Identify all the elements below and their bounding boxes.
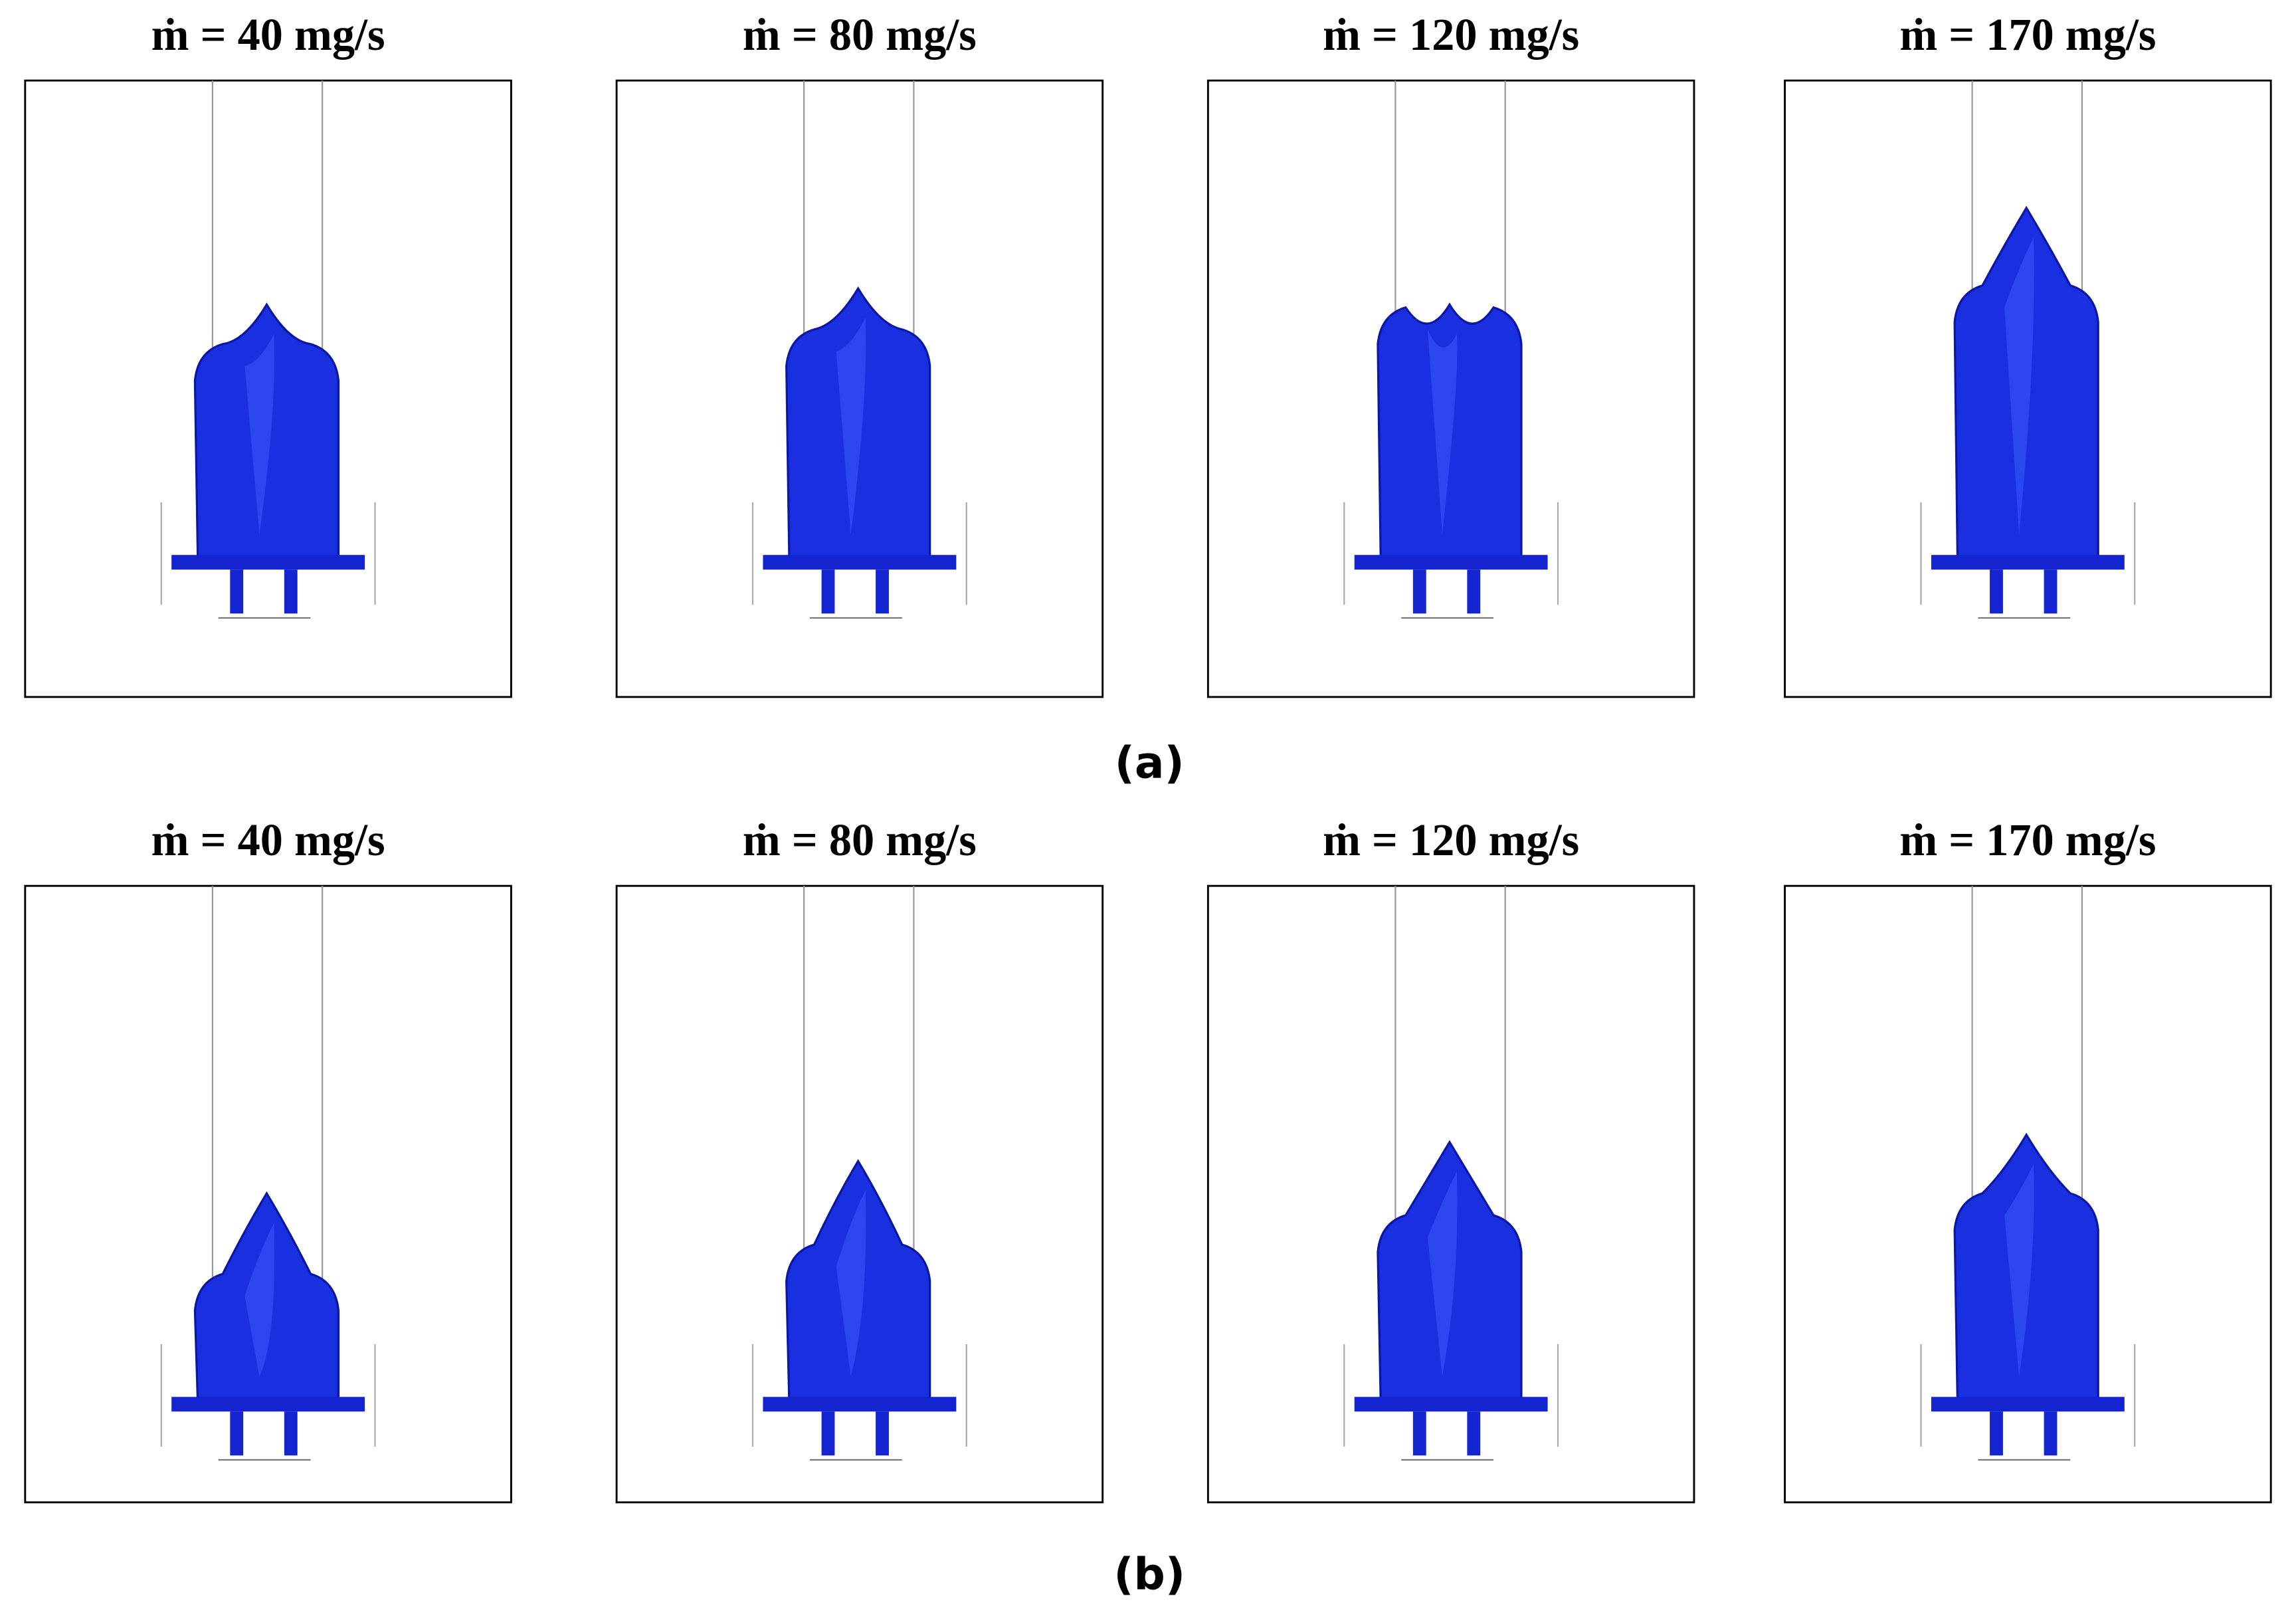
panel [24, 884, 512, 1504]
plume-highlight [836, 318, 866, 535]
base-plate [763, 555, 957, 570]
panel [1784, 79, 2272, 698]
panel-title: ṁ = 40 mg/s [151, 9, 385, 60]
leg [876, 569, 889, 614]
leg [2044, 569, 2057, 614]
base-plate [171, 555, 365, 570]
leg [1990, 569, 2003, 614]
panel-title: ṁ = 170 mg/s [1899, 815, 2156, 865]
row-label: (a) [1115, 738, 1185, 789]
base-plate [1354, 555, 1548, 570]
leg [1990, 1411, 2003, 1456]
panel [615, 884, 1104, 1504]
leg [876, 1411, 889, 1456]
plume-highlight [1427, 329, 1458, 535]
leg [821, 569, 835, 614]
leg [230, 1411, 244, 1456]
plume-highlight [2004, 237, 2034, 535]
leg [2044, 1411, 2057, 1456]
panel-title: ṁ = 40 mg/s [151, 815, 385, 865]
panel [24, 79, 512, 698]
plume-highlight [836, 1190, 866, 1377]
panel-title: ṁ = 120 mg/s [1323, 815, 1579, 865]
leg [1467, 569, 1481, 614]
base-plate [1931, 1397, 2125, 1412]
plume-highlight [244, 334, 275, 535]
base-plate [763, 1397, 957, 1412]
panel [1784, 884, 2272, 1504]
plume-highlight [2004, 1163, 2034, 1377]
base-plate [171, 1397, 365, 1412]
plume-highlight [244, 1223, 275, 1377]
panel-title: ṁ = 120 mg/s [1323, 9, 1579, 60]
leg [284, 569, 298, 614]
plume-highlight [1427, 1171, 1458, 1377]
panel-title: ṁ = 80 mg/s [743, 9, 977, 60]
panel [1206, 79, 1695, 698]
leg [230, 569, 244, 614]
row-label: (b) [1113, 1548, 1185, 1599]
leg [1412, 569, 1426, 614]
panel-title: ṁ = 170 mg/s [1899, 9, 2156, 60]
panel-title: ṁ = 80 mg/s [743, 815, 977, 865]
leg [1412, 1411, 1426, 1456]
panel [1206, 884, 1695, 1504]
leg [821, 1411, 835, 1456]
base-plate [1354, 1397, 1548, 1412]
leg [1467, 1411, 1481, 1456]
base-plate [1931, 555, 2125, 570]
panel [615, 79, 1104, 698]
leg [284, 1411, 298, 1456]
